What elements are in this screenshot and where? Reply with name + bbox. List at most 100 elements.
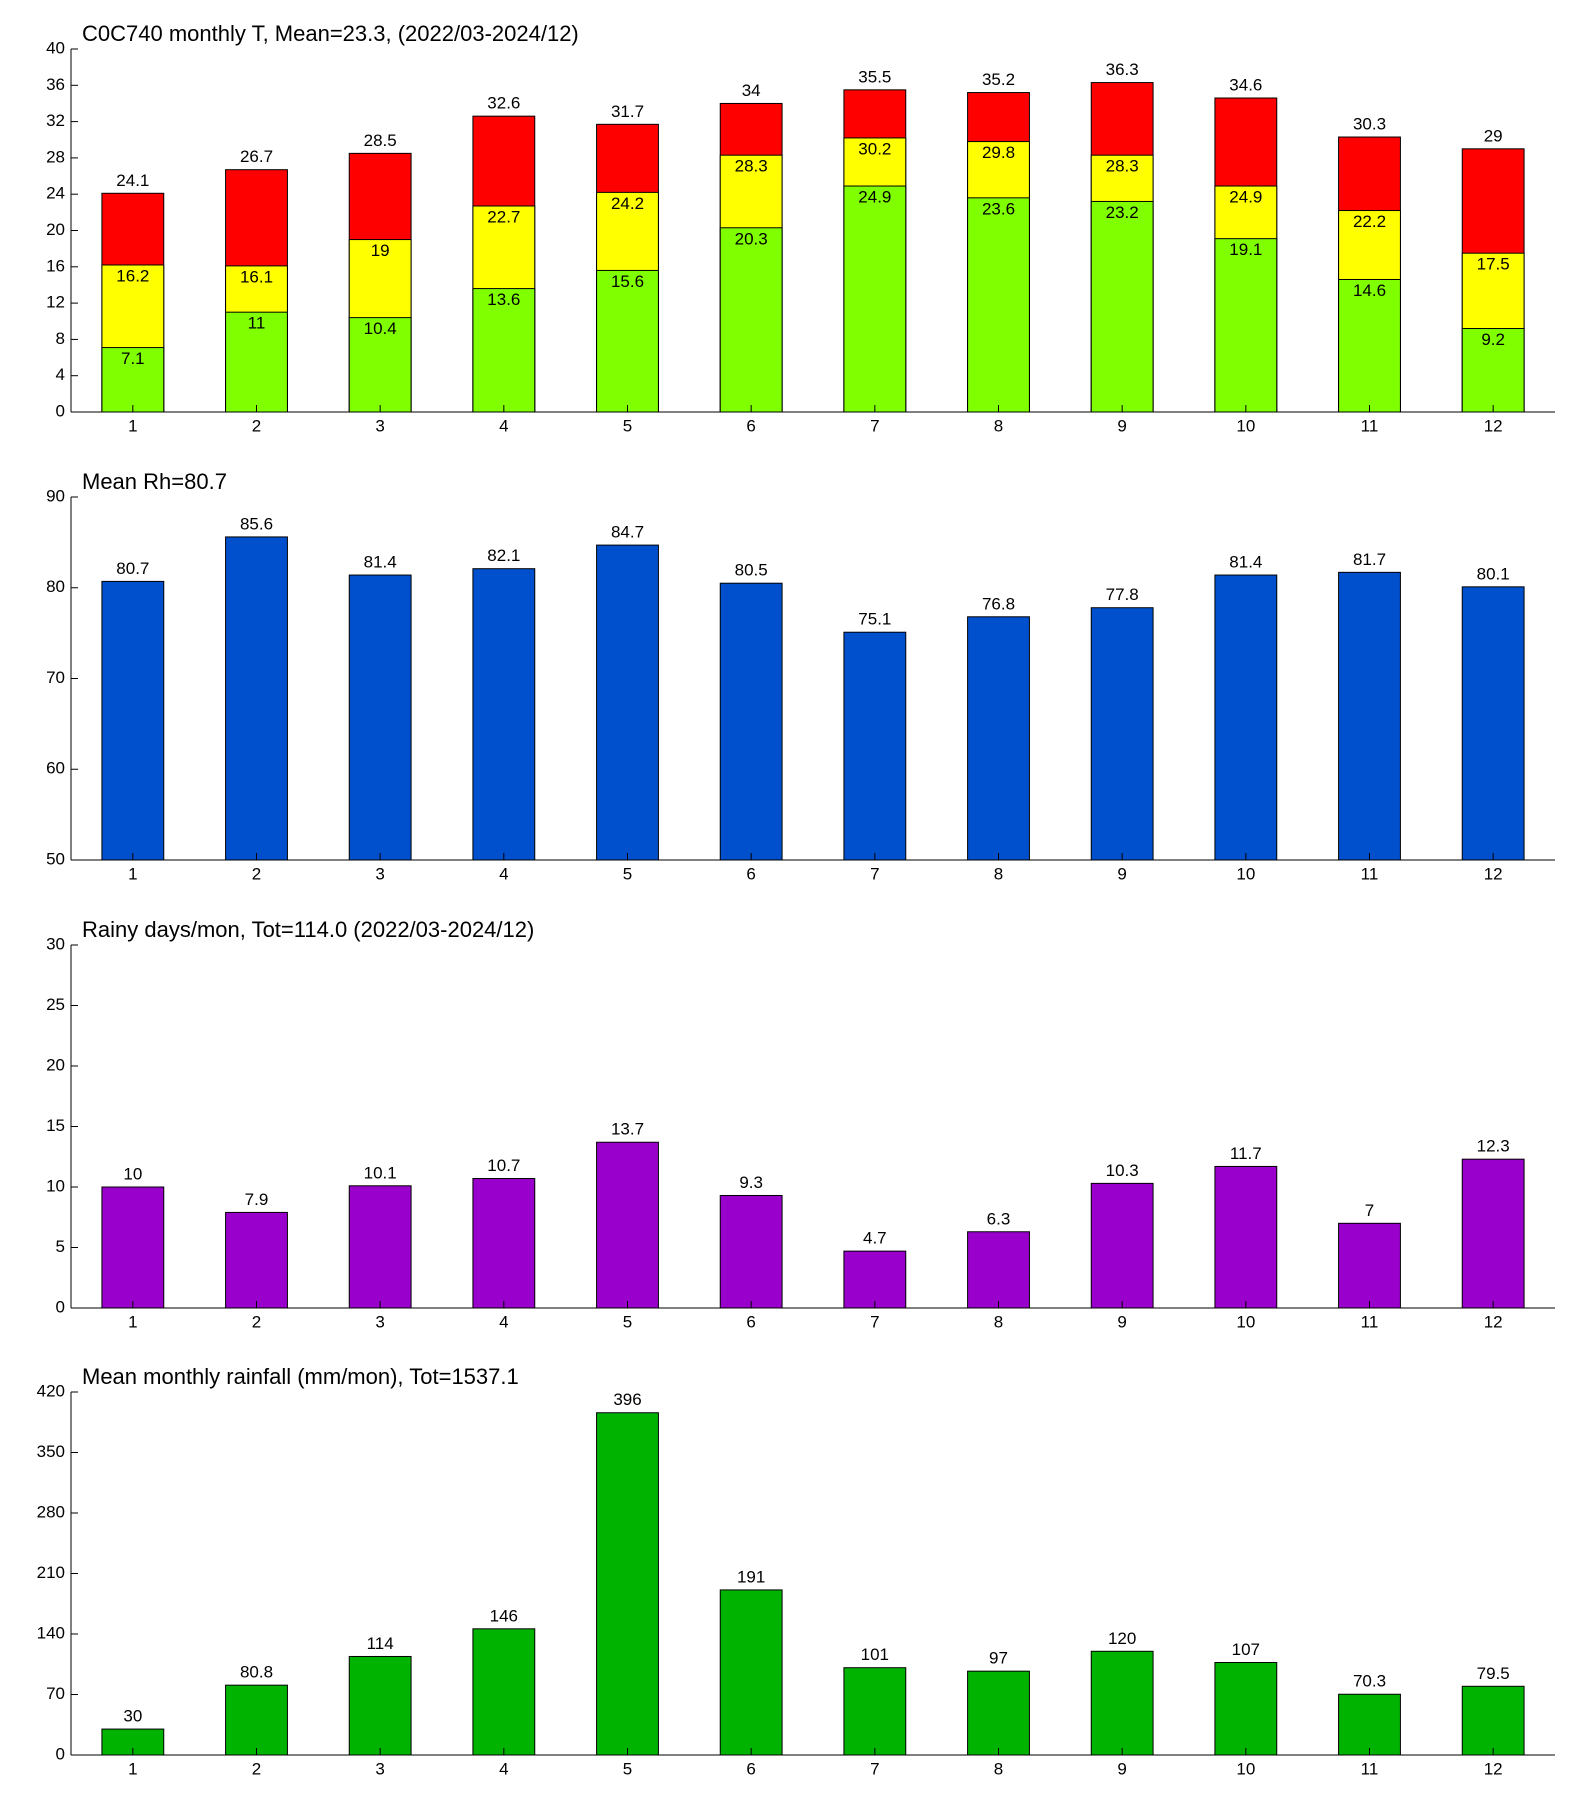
value-label: 84.7 <box>611 523 644 542</box>
x-tick-label: 10 <box>1236 416 1255 435</box>
value-label: 28.3 <box>735 157 768 176</box>
bar <box>1214 1662 1278 1756</box>
bar <box>719 227 783 413</box>
x-tick-label: 5 <box>623 1312 632 1331</box>
value-label: 101 <box>861 1645 889 1664</box>
x-tick-label: 12 <box>1484 416 1503 435</box>
value-label: 7.9 <box>245 1190 269 1209</box>
value-label: 13.7 <box>611 1120 644 1139</box>
value-label: 80.8 <box>240 1663 273 1682</box>
bar <box>101 580 165 861</box>
bar <box>101 347 165 413</box>
value-label: 28.5 <box>364 131 397 150</box>
x-tick-label: 1 <box>128 416 137 435</box>
bar <box>967 197 1030 413</box>
value-label: 30.3 <box>1353 115 1386 134</box>
bar <box>719 582 783 861</box>
y-tick-label: 30 <box>46 934 65 953</box>
value-label: 85.6 <box>240 514 273 533</box>
x-tick-label: 10 <box>1236 1759 1255 1778</box>
bar <box>1090 607 1154 861</box>
chart-title: C0C740 monthly T, Mean=23.3, (2022/03-20… <box>82 21 579 46</box>
bar <box>1090 1182 1154 1309</box>
x-tick-label: 11 <box>1361 864 1379 883</box>
x-tick-label: 4 <box>499 1759 508 1778</box>
x-tick-label: 11 <box>1361 1312 1379 1331</box>
value-label: 7.1 <box>121 349 145 368</box>
value-label: 82.1 <box>487 546 520 565</box>
x-tick-label: 7 <box>870 416 879 435</box>
value-label: 6.3 <box>987 1209 1011 1228</box>
y-tick-label: 0 <box>56 401 65 420</box>
x-tick-label: 8 <box>994 1312 1003 1331</box>
value-label: 9.2 <box>1481 330 1505 349</box>
bar <box>596 269 659 413</box>
value-label: 81.7 <box>1353 550 1386 569</box>
value-label: 32.6 <box>487 94 520 113</box>
value-label: 79.5 <box>1477 1664 1510 1683</box>
value-label: 10.1 <box>364 1163 397 1182</box>
value-label: 10 <box>123 1164 142 1183</box>
y-tick-label: 350 <box>37 1442 65 1461</box>
bar <box>843 1250 907 1309</box>
bar <box>472 1628 536 1756</box>
y-tick-label: 15 <box>46 1116 65 1135</box>
bar <box>1461 1685 1525 1756</box>
bar <box>1461 1158 1525 1309</box>
bar <box>225 536 288 861</box>
x-tick-label: 2 <box>252 1312 261 1331</box>
value-label: 13.6 <box>487 290 520 309</box>
bar <box>843 185 907 413</box>
value-label: 24.9 <box>858 188 891 207</box>
y-tick-label: 60 <box>46 759 65 778</box>
value-label: 24.9 <box>1229 188 1262 207</box>
chart-title: Rainy days/mon, Tot=114.0 (2022/03-2024/… <box>82 917 534 942</box>
bar <box>348 574 412 861</box>
x-tick-label: 10 <box>1236 864 1255 883</box>
y-tick-label: 32 <box>46 111 65 130</box>
value-label: 14.6 <box>1353 281 1386 300</box>
x-tick-label: 6 <box>746 1312 755 1331</box>
bar <box>1090 1650 1154 1756</box>
x-tick-label: 7 <box>870 1312 879 1331</box>
y-tick-label: 0 <box>56 1744 65 1763</box>
bar <box>967 1670 1030 1756</box>
value-label: 24.1 <box>116 171 149 190</box>
x-tick-label: 5 <box>623 416 632 435</box>
value-label: 191 <box>737 1567 765 1586</box>
value-label: 30.2 <box>858 139 891 158</box>
value-label: 107 <box>1232 1640 1260 1659</box>
x-tick-label: 4 <box>499 416 508 435</box>
y-tick-label: 420 <box>37 1381 65 1400</box>
y-tick-label: 0 <box>56 1297 65 1316</box>
y-tick-label: 90 <box>46 486 65 505</box>
x-tick-label: 9 <box>1117 864 1126 883</box>
x-tick-label: 12 <box>1484 864 1503 883</box>
x-tick-label: 2 <box>252 864 261 883</box>
x-tick-label: 3 <box>375 1759 384 1778</box>
x-tick-label: 7 <box>870 864 879 883</box>
value-label: 9.3 <box>739 1173 763 1192</box>
y-tick-label: 210 <box>37 1563 65 1582</box>
x-tick-label: 1 <box>128 864 137 883</box>
bar <box>1338 1693 1401 1756</box>
bar <box>843 1667 907 1756</box>
value-label: 76.8 <box>982 594 1015 613</box>
bar <box>596 1141 659 1309</box>
y-tick-label: 8 <box>56 329 65 348</box>
value-label: 31.7 <box>611 102 644 121</box>
y-tick-label: 5 <box>56 1237 65 1256</box>
bar <box>472 1178 536 1309</box>
chart-title: Mean monthly rainfall (mm/mon), Tot=1537… <box>82 1364 519 1389</box>
y-tick-label: 280 <box>37 1502 65 1521</box>
y-tick-label: 80 <box>46 577 65 596</box>
value-label: 81.4 <box>364 553 397 572</box>
bar <box>1214 238 1278 413</box>
x-tick-label: 11 <box>1361 416 1379 435</box>
x-tick-label: 12 <box>1484 1312 1503 1331</box>
bar <box>1214 1165 1278 1309</box>
y-tick-label: 20 <box>46 1055 65 1074</box>
x-tick-label: 8 <box>994 864 1003 883</box>
x-tick-label: 9 <box>1117 416 1126 435</box>
